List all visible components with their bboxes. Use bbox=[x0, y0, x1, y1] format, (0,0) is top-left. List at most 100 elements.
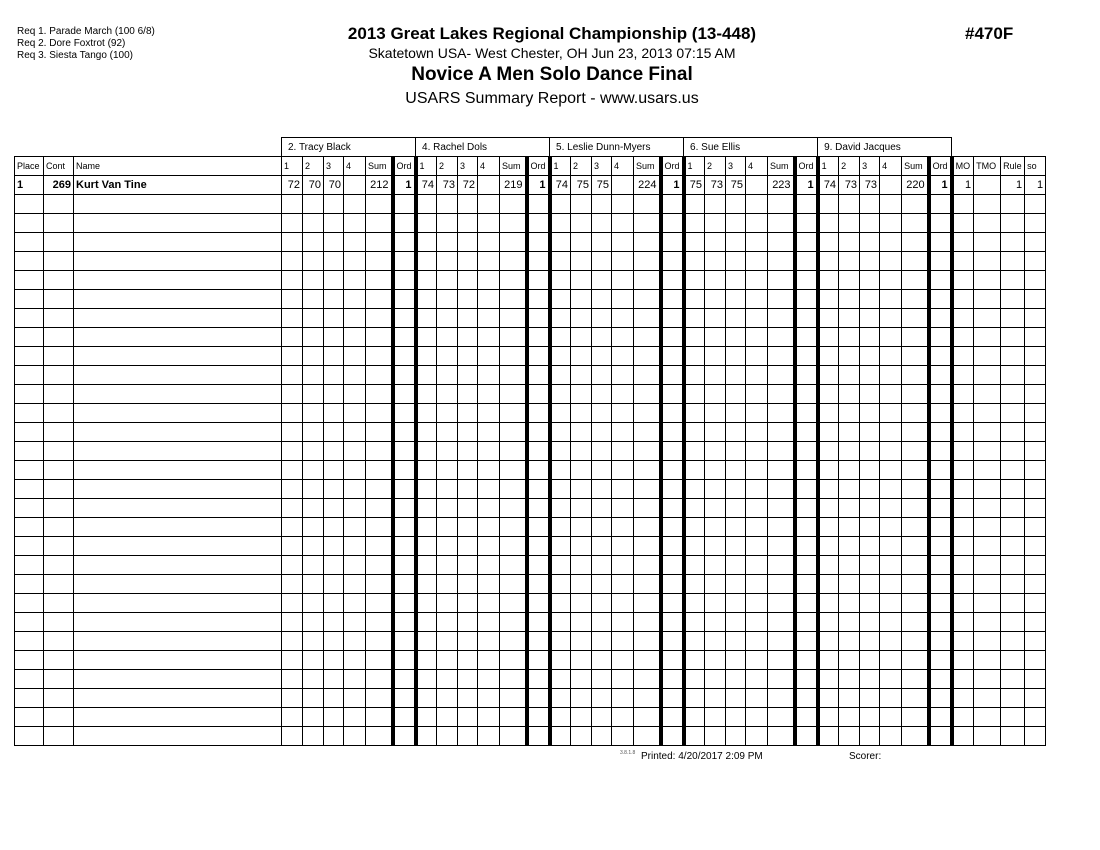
score bbox=[591, 707, 613, 727]
sum bbox=[499, 213, 528, 233]
ordinal bbox=[792, 251, 820, 271]
ordinal bbox=[792, 327, 820, 347]
score bbox=[436, 688, 459, 708]
tail-so bbox=[1024, 479, 1047, 499]
skater-name bbox=[73, 289, 282, 309]
tail-mo bbox=[951, 650, 975, 670]
sum bbox=[633, 612, 662, 632]
score bbox=[302, 213, 324, 233]
sum bbox=[499, 346, 528, 366]
score bbox=[683, 498, 706, 518]
score bbox=[457, 365, 479, 385]
score bbox=[725, 631, 747, 651]
empty-row bbox=[14, 498, 1047, 518]
score bbox=[302, 517, 324, 537]
score bbox=[281, 479, 303, 499]
sum bbox=[365, 593, 393, 613]
sum bbox=[365, 688, 393, 708]
score bbox=[570, 460, 593, 480]
score bbox=[683, 270, 706, 290]
score bbox=[281, 194, 303, 214]
score bbox=[745, 707, 769, 727]
score bbox=[859, 403, 881, 423]
score bbox=[704, 726, 727, 746]
tail-tmo bbox=[973, 612, 1002, 632]
sum bbox=[767, 232, 796, 252]
score bbox=[817, 726, 840, 746]
tail-tmo bbox=[973, 289, 1002, 309]
score bbox=[436, 251, 459, 271]
tail-tmo bbox=[973, 194, 1002, 214]
sum bbox=[633, 270, 662, 290]
score bbox=[436, 365, 459, 385]
score bbox=[838, 593, 861, 613]
score bbox=[817, 251, 840, 271]
tail-mo bbox=[951, 308, 975, 328]
score bbox=[879, 479, 903, 499]
score bbox=[436, 403, 459, 423]
score bbox=[457, 593, 479, 613]
score bbox=[591, 574, 613, 594]
score bbox=[704, 422, 727, 442]
skater-name bbox=[73, 308, 282, 328]
judge-name: 9. David Jacques bbox=[817, 137, 953, 157]
score bbox=[879, 384, 903, 404]
score bbox=[859, 555, 881, 575]
score bbox=[415, 631, 438, 651]
sum bbox=[365, 707, 393, 727]
score bbox=[745, 175, 769, 195]
sum bbox=[499, 194, 528, 214]
tail-rule bbox=[1000, 365, 1026, 385]
score bbox=[302, 441, 324, 461]
col-3: 3 bbox=[591, 156, 613, 176]
tail-rule bbox=[1000, 289, 1026, 309]
score bbox=[549, 365, 572, 385]
sum bbox=[365, 536, 393, 556]
empty-row bbox=[14, 251, 1047, 271]
tail-rule bbox=[1000, 536, 1026, 556]
sum bbox=[499, 251, 528, 271]
score bbox=[725, 194, 747, 214]
sum bbox=[365, 251, 393, 271]
empty-row bbox=[14, 270, 1047, 290]
cont bbox=[43, 346, 74, 366]
sum bbox=[767, 536, 796, 556]
sum bbox=[499, 365, 528, 385]
score bbox=[436, 498, 459, 518]
tail-so bbox=[1024, 631, 1047, 651]
score bbox=[879, 498, 903, 518]
score bbox=[549, 688, 572, 708]
score: 75 bbox=[683, 175, 706, 195]
score bbox=[591, 536, 613, 556]
sum bbox=[365, 517, 393, 537]
blank bbox=[15, 138, 282, 157]
score bbox=[591, 403, 613, 423]
score bbox=[281, 688, 303, 708]
ordinal bbox=[792, 232, 820, 252]
score bbox=[611, 232, 635, 252]
score bbox=[879, 707, 903, 727]
score bbox=[549, 270, 572, 290]
score bbox=[683, 669, 706, 689]
score bbox=[343, 232, 366, 252]
place bbox=[14, 498, 44, 518]
score bbox=[570, 346, 593, 366]
score bbox=[683, 593, 706, 613]
ordinal bbox=[926, 574, 954, 594]
tail-tmo bbox=[973, 346, 1002, 366]
empty-row bbox=[14, 232, 1047, 252]
sum bbox=[499, 422, 528, 442]
requirement: Req 3. Siesta Tango (100) bbox=[17, 50, 134, 61]
score bbox=[415, 612, 438, 632]
ordinal bbox=[658, 384, 686, 404]
ordinal bbox=[792, 346, 820, 366]
ordinal bbox=[792, 574, 820, 594]
sum bbox=[499, 479, 528, 499]
tail-so bbox=[1024, 403, 1047, 423]
ordinal bbox=[926, 517, 954, 537]
sum bbox=[499, 308, 528, 328]
score bbox=[457, 270, 479, 290]
score bbox=[859, 441, 881, 461]
score bbox=[281, 612, 303, 632]
place bbox=[14, 213, 44, 233]
